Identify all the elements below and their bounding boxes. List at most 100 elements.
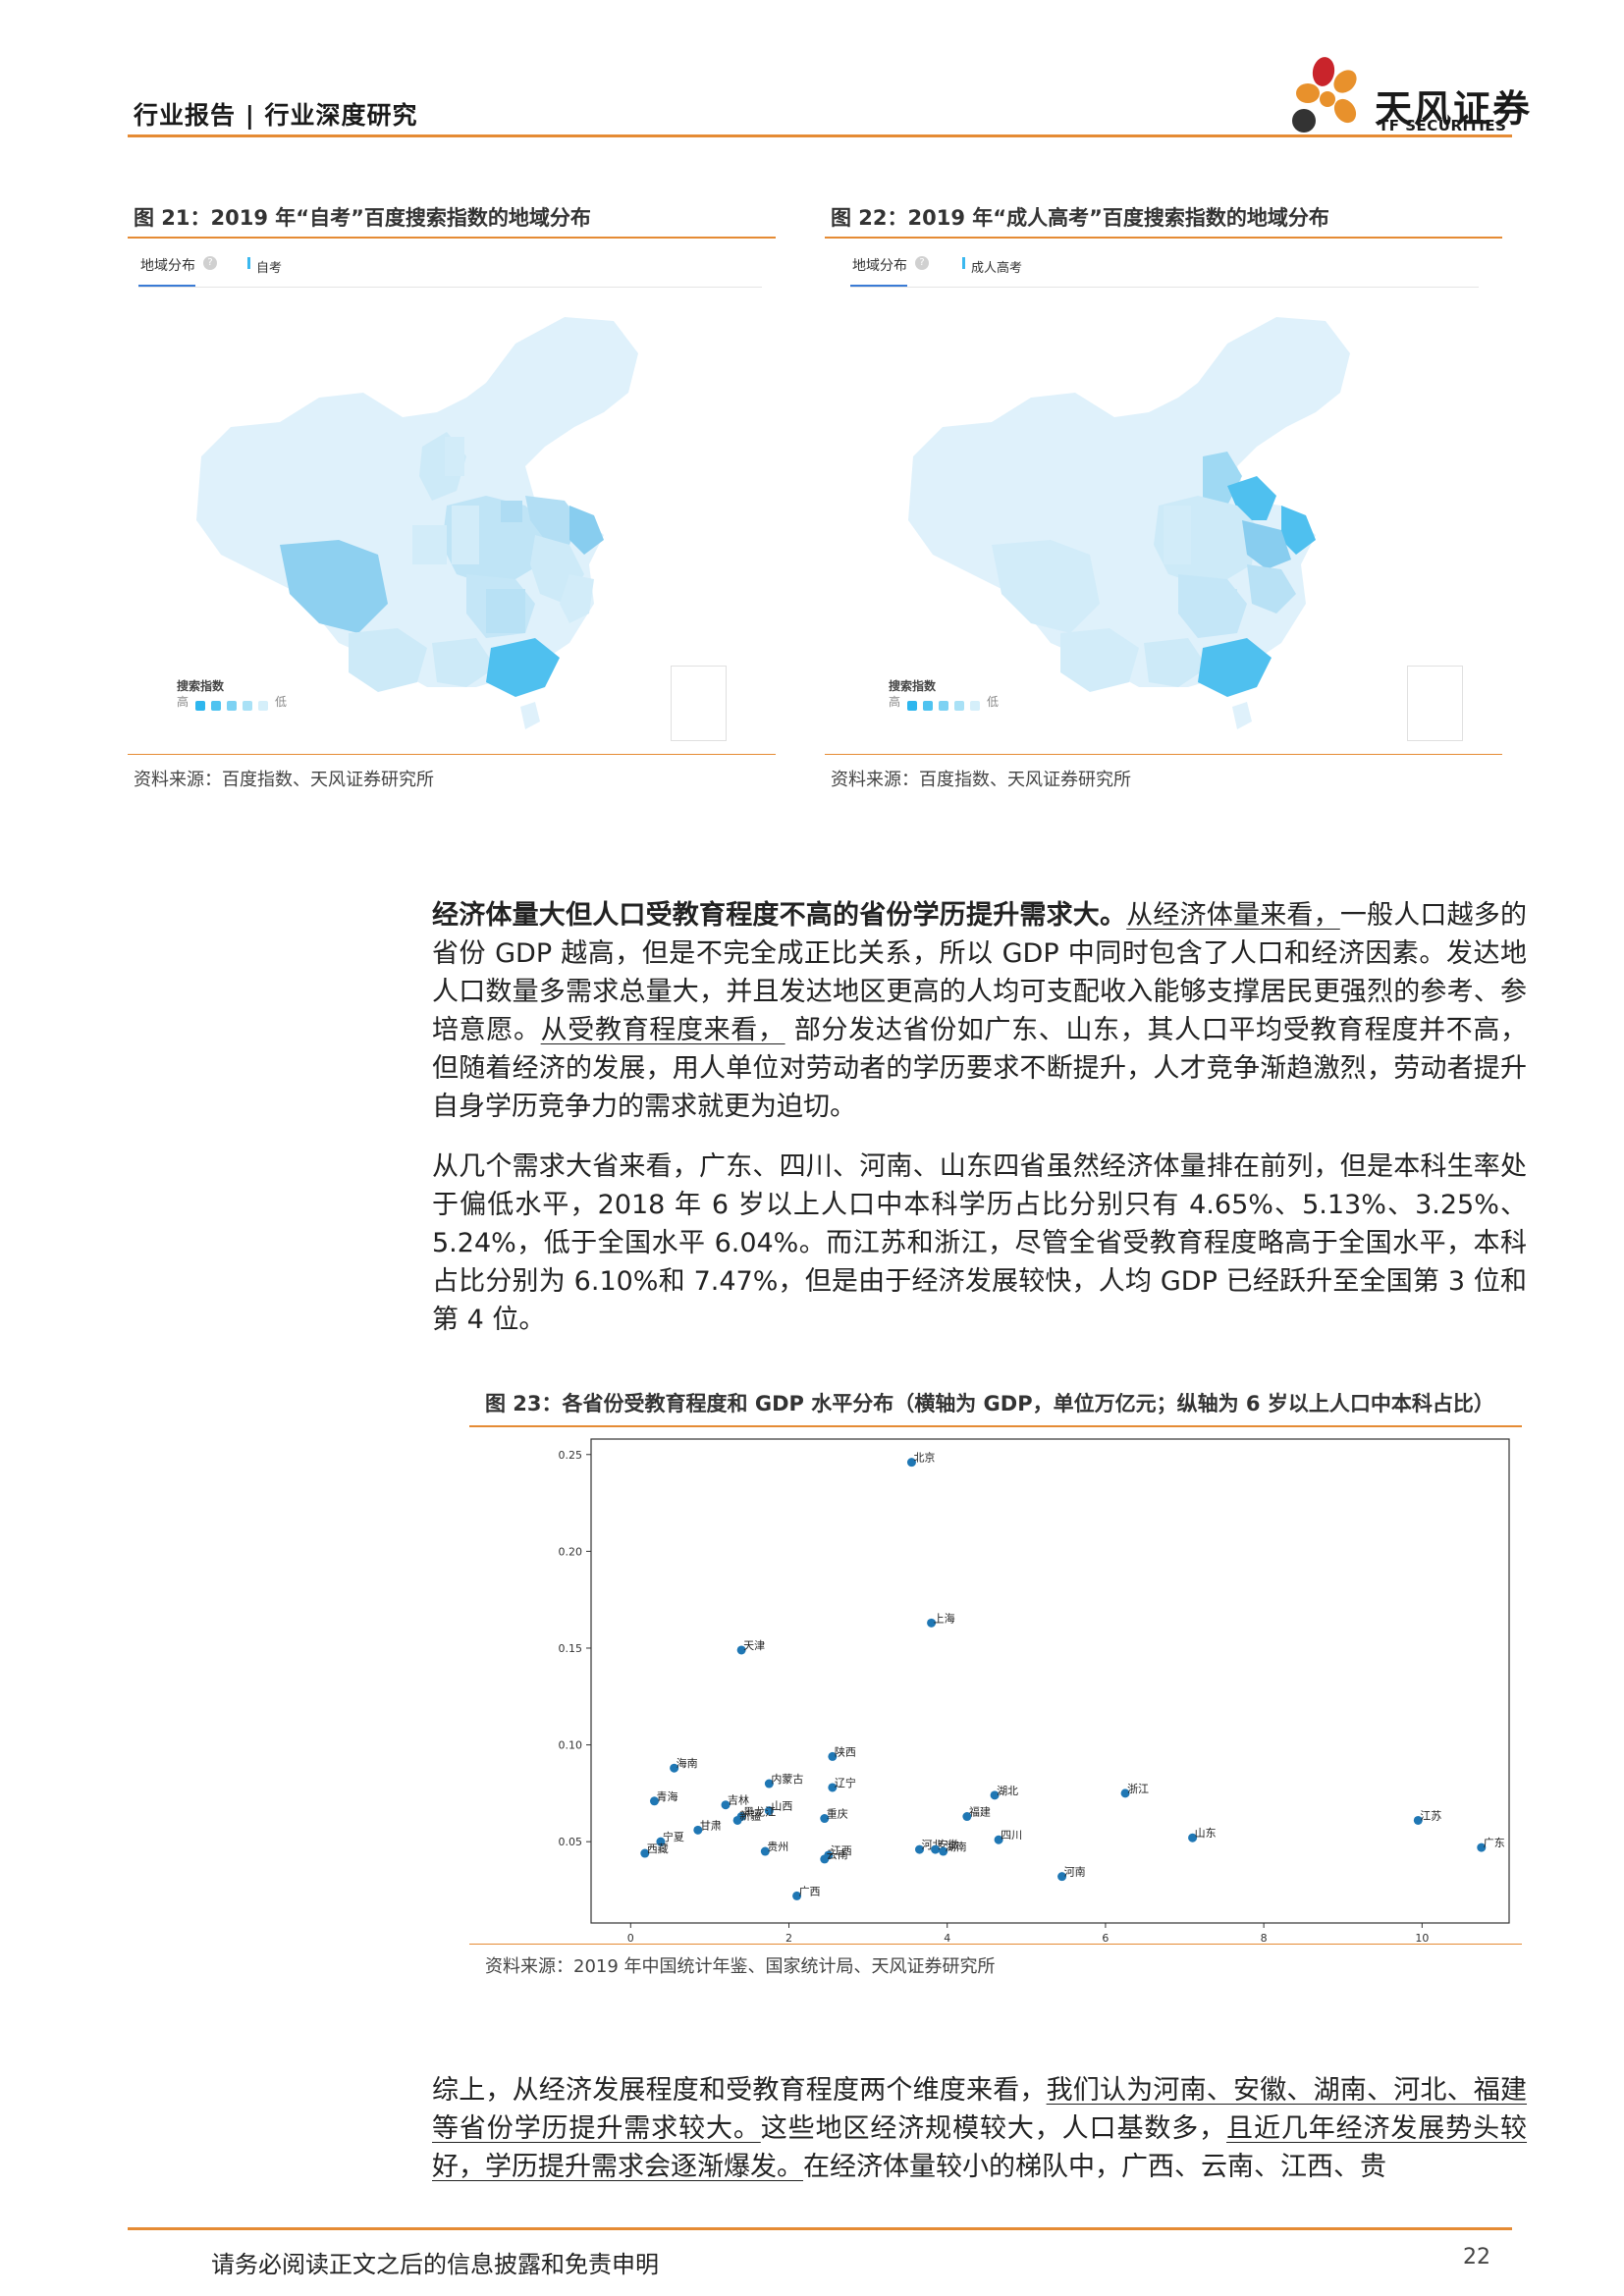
data-point-label: 青海 bbox=[656, 1789, 677, 1803]
figure21-legend-scale bbox=[195, 696, 274, 711]
x-tick-label: 6 bbox=[1102, 1932, 1109, 1942]
data-point bbox=[906, 1458, 916, 1468]
figure22-bottom-rule bbox=[825, 754, 1502, 755]
paragraph-1-underlined-a: 从经济体量来看， bbox=[1126, 900, 1340, 931]
data-point-label: 山东 bbox=[1195, 1827, 1217, 1840]
paragraph-1-text-b: 部分发达省份如广东、山东，其人口平均受教育程度并不高，但随着经济的发展，用人单位… bbox=[432, 1015, 1527, 1122]
company-logo-english: TF SECURITIES bbox=[1379, 117, 1507, 134]
series-marker-icon bbox=[247, 257, 250, 269]
report-category: 行业报告 | 行业深度研究 bbox=[134, 101, 418, 130]
company-logo-name: 天风证券 bbox=[1375, 87, 1533, 131]
data-point-label: 黑龙江 bbox=[743, 1806, 776, 1819]
data-point bbox=[931, 1844, 941, 1854]
help-icon: ? bbox=[915, 256, 929, 270]
data-point-label: 四川 bbox=[1001, 1829, 1022, 1842]
figure22-tab-region: 地域分布 bbox=[852, 258, 907, 274]
data-point bbox=[1477, 1842, 1487, 1852]
x-tick-label: 0 bbox=[627, 1932, 634, 1942]
header-divider bbox=[128, 134, 1512, 137]
figure21-legend-low: 低 bbox=[275, 695, 288, 709]
data-point-label: 湖北 bbox=[997, 1785, 1018, 1797]
figure21-bottom-rule bbox=[128, 754, 776, 755]
figure22-source: 资料来源：百度指数、天风证券研究所 bbox=[831, 770, 1131, 790]
data-point bbox=[820, 1854, 830, 1864]
paragraph-3-text-c: 在经济体量较小的梯队中，广西、云南、江西、贵 bbox=[803, 2152, 1386, 2182]
paragraph-3-text-a: 综上，从经济发展程度和受教育程度两个维度来看， bbox=[432, 2075, 1047, 2106]
paragraph-3-underlined-a: 我们认为河南、安徽、湖南、河北、福建等省份学历提升需求较大。 bbox=[432, 2075, 1528, 2144]
paragraph-1-underlined-b: 从受教育程度来看， bbox=[540, 1015, 785, 1045]
data-point-label: 北京 bbox=[913, 1451, 935, 1465]
data-point-label: 浙江 bbox=[1127, 1783, 1149, 1795]
x-tick-label: 2 bbox=[785, 1932, 792, 1942]
data-point bbox=[792, 1891, 802, 1900]
data-point-label: 吉林 bbox=[728, 1793, 749, 1807]
figure23-bottom-rule bbox=[469, 1944, 1522, 1945]
data-point-label: 内蒙古 bbox=[771, 1772, 803, 1786]
data-point-label: 江苏 bbox=[1420, 1809, 1441, 1822]
figure22-tab-underline bbox=[850, 285, 907, 288]
data-point-label: 海南 bbox=[677, 1756, 698, 1770]
data-point-label: 甘肃 bbox=[700, 1819, 722, 1832]
data-point bbox=[736, 1645, 746, 1655]
data-point bbox=[828, 1783, 838, 1792]
south-china-sea-inset bbox=[671, 666, 727, 741]
paragraph-3: 综上，从经济发展程度和受教育程度两个维度来看，我们认为河南、安徽、湖南、河北、福… bbox=[432, 2071, 1527, 2186]
x-tick-label: 10 bbox=[1415, 1932, 1429, 1942]
data-point bbox=[820, 1814, 830, 1824]
data-point bbox=[828, 1751, 838, 1761]
figure22-legend-scale bbox=[907, 696, 986, 711]
data-point bbox=[760, 1846, 770, 1856]
figure22-legend-low: 低 bbox=[987, 695, 1000, 709]
data-point bbox=[994, 1835, 1003, 1844]
footer-divider bbox=[128, 2227, 1512, 2230]
series-marker-icon bbox=[962, 257, 965, 269]
y-tick-label: 0.25 bbox=[559, 1449, 583, 1462]
paragraph-1-lead: 经济体量大但人口受教育程度不高的省份学历提升需求大。 bbox=[432, 900, 1127, 931]
figure21-china-map bbox=[191, 309, 731, 741]
data-point bbox=[656, 1837, 666, 1846]
figure21-title: 图 21：2019 年“自考”百度搜索指数的地域分布 bbox=[134, 206, 591, 230]
figure23-top-rule bbox=[469, 1425, 1522, 1427]
y-tick-label: 0.15 bbox=[559, 1642, 583, 1655]
data-point bbox=[670, 1763, 679, 1773]
data-point bbox=[732, 1815, 742, 1825]
data-point bbox=[962, 1812, 972, 1822]
figure22-series-label: 成人高考 bbox=[971, 261, 1023, 276]
data-point bbox=[721, 1800, 731, 1810]
figure22-top-rule bbox=[825, 237, 1502, 239]
page-number: 22 bbox=[1463, 2245, 1490, 2269]
figure22-china-map bbox=[903, 309, 1443, 741]
data-point-label: 重庆 bbox=[827, 1807, 848, 1821]
figure22-legend-high: 高 bbox=[889, 695, 901, 709]
y-tick-label: 0.20 bbox=[559, 1545, 583, 1558]
data-point bbox=[939, 1846, 948, 1856]
figure21-tab-underline bbox=[138, 285, 195, 288]
x-tick-label: 4 bbox=[944, 1932, 950, 1942]
figure21-top-rule bbox=[128, 237, 776, 239]
data-point-label: 上海 bbox=[934, 1611, 955, 1625]
paragraph-3-underlined-b: 且近几年经济发展势头较好，学历提升需求会逐渐爆发。 bbox=[432, 2113, 1528, 2182]
data-point-label: 贵州 bbox=[767, 1841, 788, 1853]
figure21-series-label: 自考 bbox=[256, 261, 283, 276]
figure21-legend-title: 搜索指数 bbox=[177, 679, 225, 693]
paragraph-3-text-b: 这些地区经济规模较大，人口基数多， bbox=[760, 2113, 1227, 2144]
y-tick-label: 0.05 bbox=[559, 1836, 583, 1848]
data-point-label: 福建 bbox=[969, 1805, 991, 1819]
data-point-label: 广西 bbox=[799, 1885, 821, 1897]
data-point-label: 辽宁 bbox=[835, 1776, 856, 1789]
figure21-source: 资料来源：百度指数、天风证券研究所 bbox=[134, 770, 434, 790]
y-tick-label: 0.10 bbox=[559, 1739, 583, 1752]
company-logo-icon bbox=[1284, 54, 1365, 138]
data-point bbox=[764, 1779, 774, 1789]
data-point-label: 西藏 bbox=[647, 1842, 669, 1855]
data-point-label: 湖南 bbox=[946, 1841, 967, 1853]
footer-disclaimer: 请务必阅读正文之后的信息披露和免责申明 bbox=[211, 2251, 659, 2278]
data-point bbox=[1188, 1833, 1198, 1842]
south-china-sea-inset bbox=[1407, 666, 1463, 741]
paragraph-1-text-a: 一般人口越多的省份 GDP 越高，但是不完全成正比关系，所以 GDP 中同时包含… bbox=[432, 900, 1528, 1045]
figure22-title: 图 22：2019 年“成人高考”百度搜索指数的地域分布 bbox=[831, 206, 1329, 230]
figure23-source: 资料来源：2019 年中国统计年鉴、国家统计局、天风证券研究所 bbox=[485, 1956, 996, 1977]
data-point bbox=[1413, 1815, 1423, 1825]
data-point bbox=[915, 1844, 925, 1854]
